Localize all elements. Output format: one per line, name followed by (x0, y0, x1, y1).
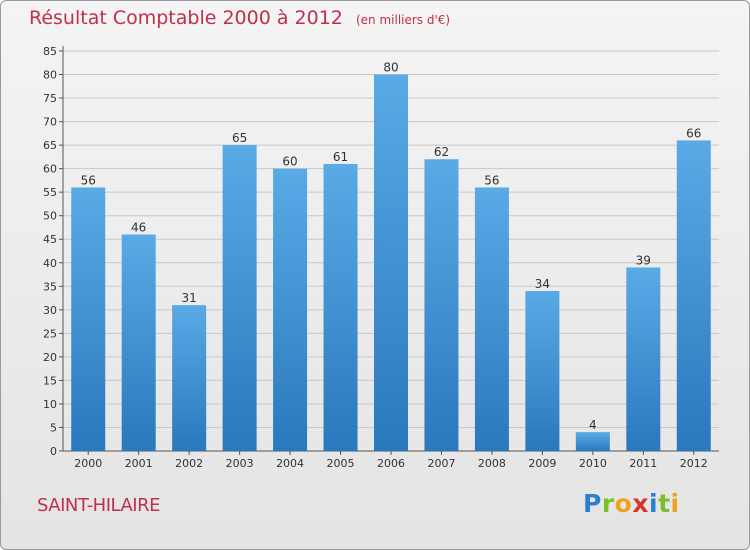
bar-2003 (222, 145, 257, 451)
logo-letter: t (658, 489, 671, 518)
y-tick-label: 10 (43, 398, 57, 411)
bar-value-label: 4 (589, 418, 597, 432)
x-tick-label: 2005 (327, 457, 355, 470)
chart-title-row: Résultat Comptable 2000 à 2012 (en milli… (29, 7, 450, 29)
y-tick-label: 50 (43, 210, 57, 223)
bars (71, 74, 711, 452)
x-tick-labels: 2000 2001 2002 2003 2004 2005 2006 2007 2008 2009… (74, 457, 708, 470)
y-tick-label: 15 (43, 374, 57, 387)
y-tick-label: 70 (43, 116, 57, 129)
x-tick-label: 2011 (629, 457, 657, 470)
y-tick-label: 0 (50, 445, 57, 458)
y-tick-label: 35 (43, 280, 57, 293)
x-tick-label: 2004 (276, 457, 304, 470)
bar-value-label: 56 (484, 173, 499, 187)
chart-unit: (en milliers d'€) (355, 13, 451, 27)
y-tick-label: 55 (43, 186, 57, 199)
y-tick-labels: 0 5 10 15 20 25 30 35 40 45 50 55 60 65 70 75 80 85 (43, 45, 57, 458)
bar-value-label: 61 (333, 150, 348, 164)
bar-value-label: 34 (535, 277, 550, 291)
chart-title: Résultat Comptable 2000 à 2012 (29, 7, 343, 29)
commune-name: SAINT-HILAIRE (37, 495, 160, 516)
x-tick-label: 2008 (478, 457, 506, 470)
bar-value-label: 31 (182, 291, 197, 305)
y-tick-label: 75 (43, 92, 57, 105)
logo-letter: i (649, 489, 659, 518)
logo-letter: o (614, 489, 633, 518)
x-tick-label: 2012 (680, 457, 708, 470)
bar-labels: 56 46 31 65 60 61 80 62 56 34 4 39 66 (81, 61, 702, 433)
bar-2004 (273, 168, 308, 451)
logo-letter: x (632, 489, 649, 518)
bar-value-label: 80 (383, 61, 398, 75)
logo-letter: r (601, 489, 615, 518)
x-tick-label: 2006 (377, 457, 405, 470)
bar-2006 (374, 74, 408, 451)
bar-2008 (474, 187, 509, 451)
bar-value-label: 66 (686, 126, 701, 140)
bar-2005 (323, 163, 358, 452)
bar-2012 (676, 140, 711, 452)
bar-value-label: 46 (131, 221, 146, 235)
bar-value-label: 62 (434, 145, 449, 159)
y-tick-label: 85 (43, 45, 57, 58)
y-tick-label: 25 (43, 327, 57, 340)
x-tick-label: 2007 (427, 457, 455, 470)
x-tick-label: 2010 (579, 457, 607, 470)
y-tick-label: 5 (50, 421, 57, 434)
bar-value-label: 65 (232, 131, 247, 145)
bar-2002 (172, 305, 207, 451)
x-tick-label: 2009 (528, 457, 556, 470)
bar-value-label: 39 (636, 253, 651, 267)
bar-value-label: 60 (282, 155, 297, 169)
bar-2010 (575, 432, 610, 451)
bar-2007 (424, 159, 459, 451)
x-tick-label: 2002 (175, 457, 203, 470)
bar-2001 (121, 234, 156, 451)
x-tick-label: 2001 (125, 457, 153, 470)
y-tick-label: 60 (43, 163, 57, 176)
y-tick-label: 80 (43, 69, 57, 82)
bar-2009 (525, 291, 560, 451)
y-tick-label: 65 (43, 139, 57, 152)
y-tick-label: 30 (43, 304, 57, 317)
x-tick-label: 2003 (226, 457, 254, 470)
bar-2000 (71, 187, 106, 451)
x-tick-label: 2000 (74, 457, 102, 470)
proxiti-logo: Proxiti (583, 489, 680, 518)
bar-2011 (626, 267, 661, 451)
logo-letter: P (583, 489, 602, 518)
y-tick-label: 40 (43, 257, 57, 270)
logo-letter: i (670, 489, 680, 518)
bar-value-label: 56 (81, 173, 96, 187)
y-tick-label: 45 (43, 233, 57, 246)
y-tick-label: 20 (43, 351, 57, 364)
